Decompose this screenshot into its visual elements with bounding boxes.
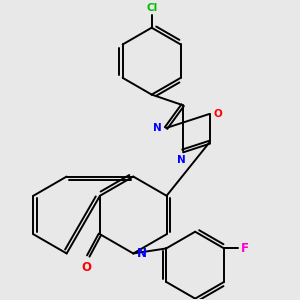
Text: O: O <box>214 109 222 119</box>
Text: O: O <box>82 261 92 274</box>
Text: N: N <box>177 155 185 165</box>
Text: F: F <box>241 242 248 255</box>
Text: N: N <box>137 247 147 260</box>
Text: Cl: Cl <box>146 3 157 13</box>
Text: N: N <box>153 123 162 133</box>
